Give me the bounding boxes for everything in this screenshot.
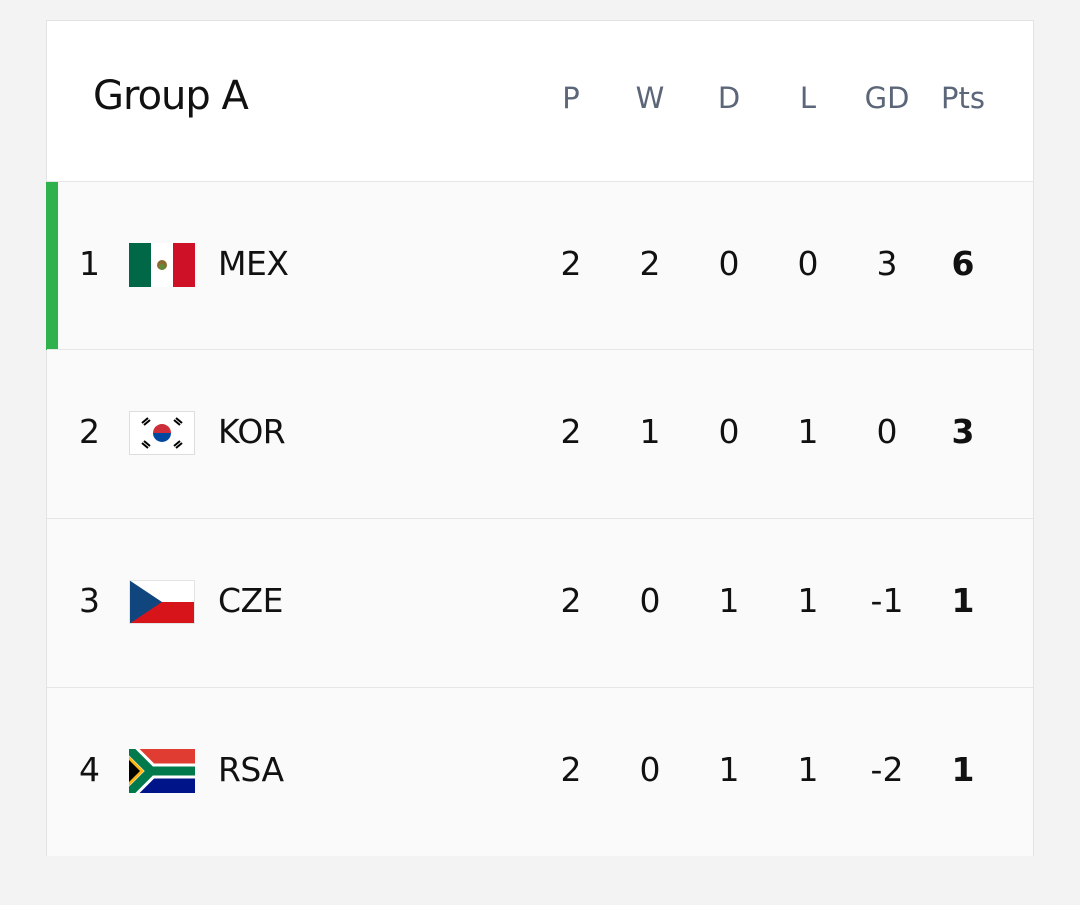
- table-header: Group A P W D L GD Pts: [47, 21, 1033, 181]
- stat: -2: [870, 750, 904, 789]
- stat: 1: [797, 581, 819, 620]
- points: 6: [951, 244, 975, 283]
- rank: 1: [79, 244, 100, 283]
- stat: -1: [870, 581, 904, 620]
- flag: [129, 411, 195, 455]
- rank: 4: [79, 750, 100, 789]
- stat: 0: [639, 750, 661, 789]
- column-header: P: [562, 81, 580, 115]
- stat: 0: [876, 412, 898, 451]
- stat: 2: [560, 581, 582, 620]
- points: 3: [951, 412, 975, 451]
- table-row: 3 CZE 2 0 1 1 -1 1: [47, 518, 1033, 687]
- column-header: D: [717, 81, 741, 115]
- stat: 0: [797, 244, 819, 283]
- stat: 0: [639, 581, 661, 620]
- table-row: 1 MEX 2 2 0 0 3 6: [46, 181, 1033, 350]
- team: MEX: [218, 244, 289, 283]
- stat: 2: [560, 412, 582, 451]
- stat: 1: [797, 412, 819, 451]
- team: KOR: [218, 412, 286, 451]
- flag: [129, 749, 195, 793]
- column-header: L: [799, 81, 817, 115]
- stat: 3: [876, 244, 898, 283]
- points: 1: [951, 581, 975, 620]
- flag: [129, 243, 195, 287]
- stat: 1: [718, 750, 740, 789]
- team: RSA: [218, 750, 284, 789]
- stat: 1: [639, 412, 661, 451]
- flag: [129, 580, 195, 624]
- stat: 2: [560, 750, 582, 789]
- points: 1: [951, 750, 975, 789]
- qualify-indicator: [46, 182, 58, 350]
- column-header: Pts: [941, 81, 985, 115]
- stat: 1: [718, 581, 740, 620]
- table-row: 2 KOR 2 1 0 1 0 3: [47, 349, 1033, 518]
- group-title: Group A: [93, 73, 249, 119]
- column-header: GD: [864, 81, 910, 115]
- stat: 0: [718, 244, 740, 283]
- stat: 0: [718, 412, 740, 451]
- standings-card: Group A P W D L GD Pts 1 MEX 2 2 0 0 3 6…: [46, 20, 1034, 856]
- team: CZE: [218, 581, 284, 620]
- rank: 3: [79, 581, 100, 620]
- stat: 2: [639, 244, 661, 283]
- table-row: 4 RSA 2 0 1 1 -2 1: [47, 687, 1033, 856]
- column-header: W: [635, 81, 665, 115]
- stat: 2: [560, 244, 582, 283]
- rank: 2: [79, 412, 100, 451]
- stat: 1: [797, 750, 819, 789]
